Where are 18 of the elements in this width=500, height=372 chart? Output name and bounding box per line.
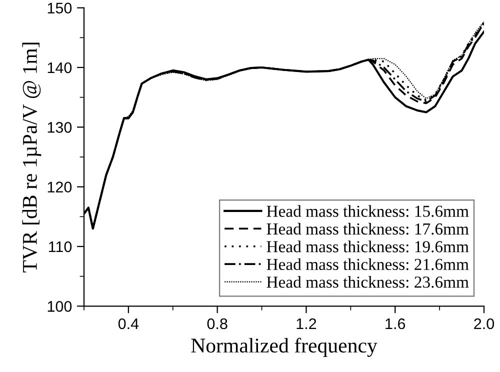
legend-label: Head mass thickness: 15.6mm — [266, 205, 469, 217]
x-tick-label: 0.8 — [207, 318, 228, 330]
legend-label: Head mass thickness: 23.6mm — [266, 276, 469, 288]
x-tick-label: 1.2 — [296, 318, 316, 330]
y-tick-label: 110 — [49, 241, 72, 252]
x-tick-label: 2.0 — [474, 318, 494, 330]
x-tick-label: 0.4 — [118, 318, 139, 330]
y-tick-label: 100 — [48, 301, 72, 312]
x-tick-label: 1.6 — [386, 318, 406, 330]
y-tick-label: 140 — [48, 62, 72, 74]
legend-label: Head mass thickness: 21.6mm — [266, 258, 469, 270]
legend-label: Head mass thickness: 17.6mm — [266, 222, 469, 235]
x-axis-title: Normalized frequency — [191, 338, 378, 357]
y-tick-label: 150 — [48, 2, 72, 14]
y-tick-label: 120 — [48, 182, 72, 193]
y-axis-title: TVR [dB re 1µPa/V @ 1m] — [22, 42, 42, 272]
legend-label: Head mass thickness: 19.6mm — [266, 240, 469, 252]
y-tick-label: 130 — [48, 122, 72, 133]
